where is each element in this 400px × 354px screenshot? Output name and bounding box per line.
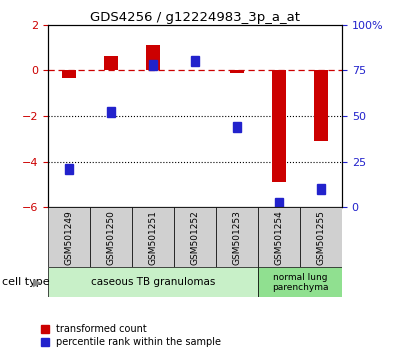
Text: cell type: cell type (2, 277, 50, 287)
Text: GSM501254: GSM501254 (274, 210, 284, 264)
Text: GSM501252: GSM501252 (190, 210, 200, 264)
Bar (275, 199, 283, 209)
Bar (48, 207, 90, 267)
Bar (233, 122, 241, 132)
Text: GSM501255: GSM501255 (316, 210, 326, 265)
Legend: transformed count, percentile rank within the sample: transformed count, percentile rank withi… (41, 325, 222, 347)
Bar (104, 56, 118, 70)
Text: GSM501249: GSM501249 (64, 210, 74, 264)
Bar (216, 207, 258, 267)
Bar (300, 207, 342, 267)
Text: ▶: ▶ (33, 277, 42, 287)
Bar (317, 184, 325, 194)
Bar (107, 107, 115, 117)
Bar (90, 207, 132, 267)
Bar (191, 56, 199, 66)
Bar (132, 207, 174, 267)
Text: GSM501251: GSM501251 (148, 210, 158, 265)
Text: GSM501253: GSM501253 (232, 210, 242, 265)
Bar (230, 70, 244, 73)
Title: GDS4256 / g12224983_3p_a_at: GDS4256 / g12224983_3p_a_at (90, 11, 300, 24)
Bar (272, 70, 286, 182)
Bar (258, 207, 300, 267)
Bar (65, 164, 73, 174)
Bar (146, 45, 160, 70)
Bar (48, 267, 258, 297)
Text: caseous TB granulomas: caseous TB granulomas (91, 277, 215, 287)
Bar (258, 267, 342, 297)
Bar (149, 60, 157, 70)
Text: normal lung
parenchyma: normal lung parenchyma (272, 273, 328, 292)
Text: GSM501250: GSM501250 (106, 210, 116, 265)
Bar (62, 70, 76, 78)
Bar (314, 70, 328, 141)
Bar (174, 207, 216, 267)
